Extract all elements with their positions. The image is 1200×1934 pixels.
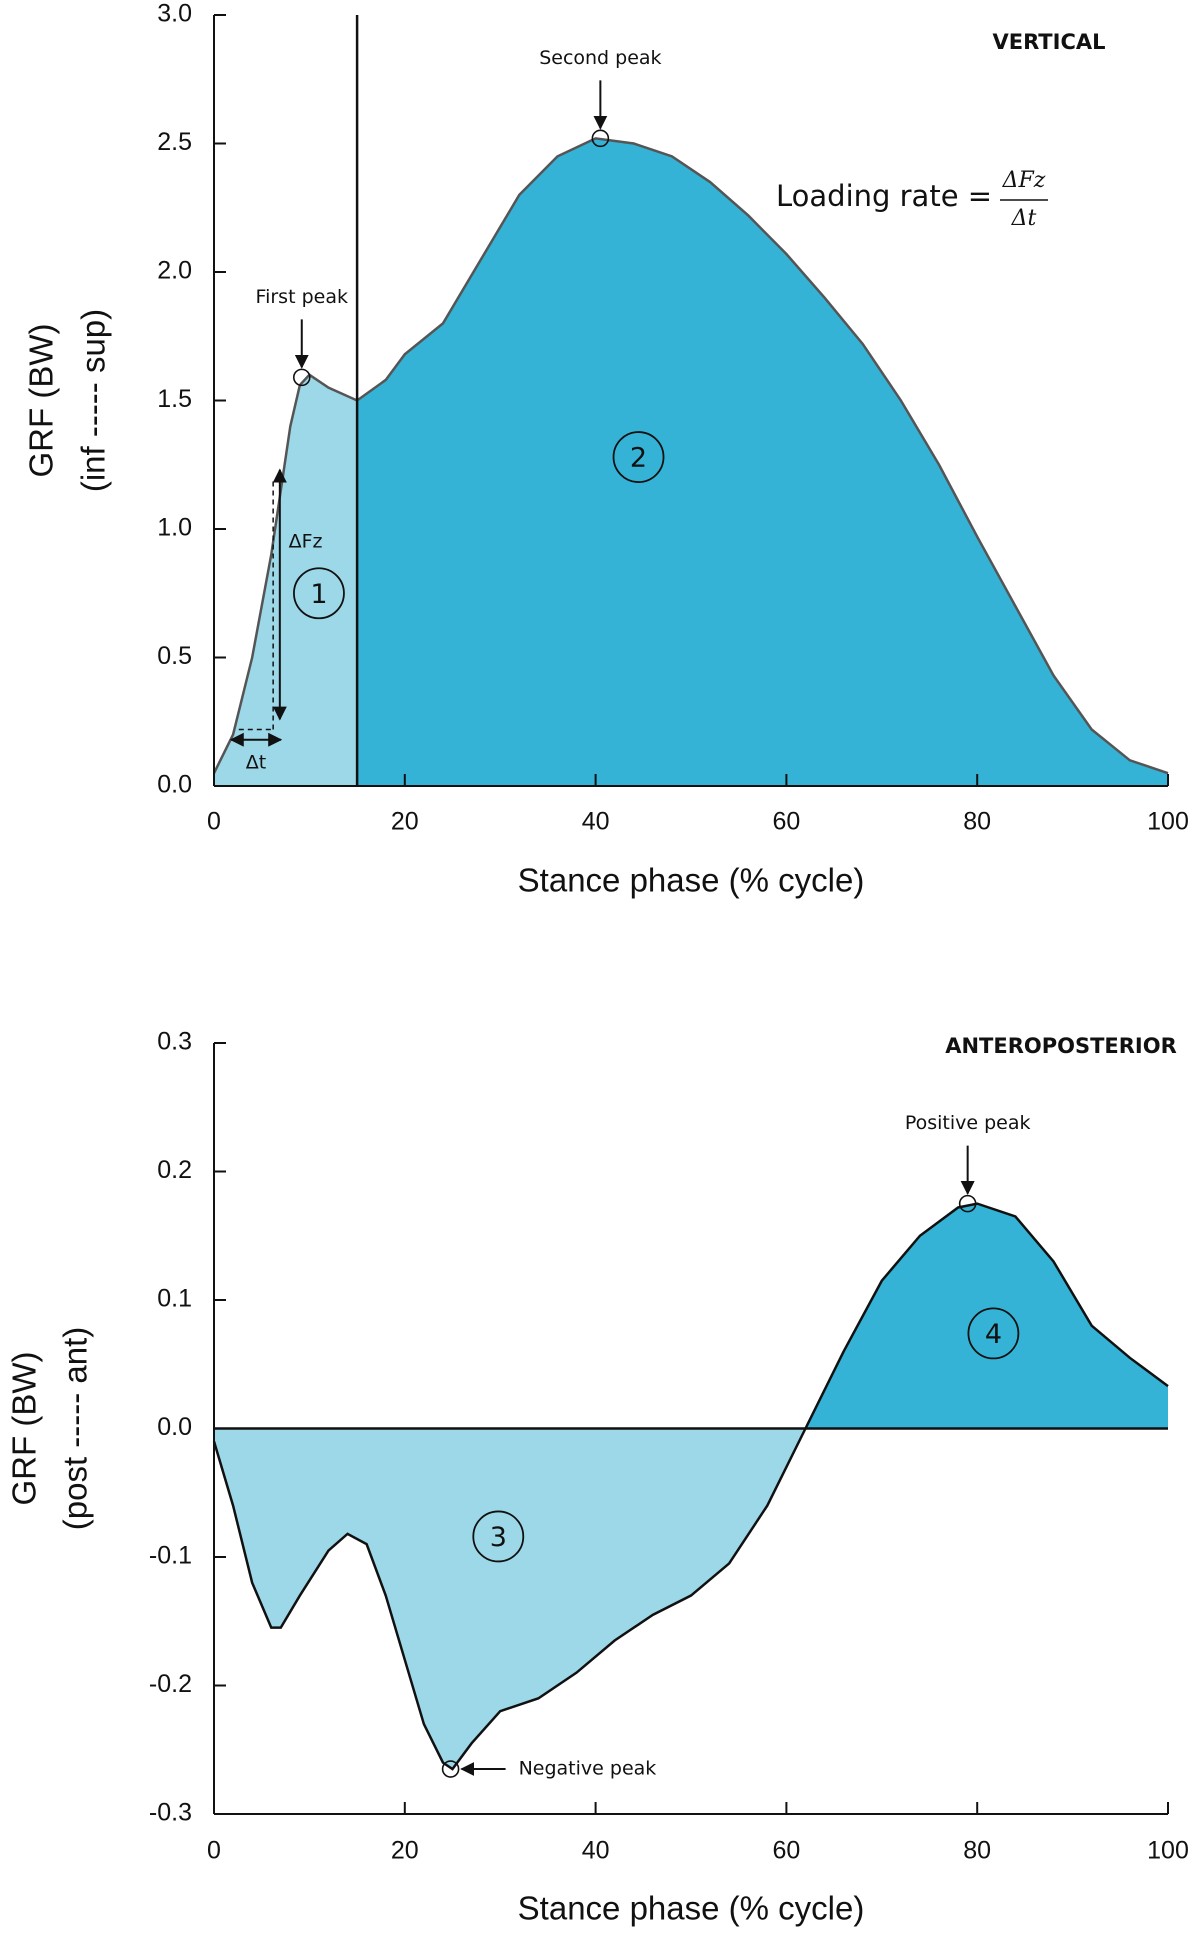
annotation: Negative peak <box>519 1758 657 1780</box>
x-tick-label: 60 <box>772 1837 800 1865</box>
region-label: 3 <box>490 1522 507 1553</box>
region-circle <box>612 431 665 483</box>
x-axis-title: Stance phase (% cycle) <box>518 1890 865 1927</box>
x-tick-label: 40 <box>582 808 610 836</box>
region-circle <box>967 1307 1020 1360</box>
x-tick-label: 20 <box>391 808 419 836</box>
corner-label: ANTEROPOSTERIOR <box>945 1034 1177 1058</box>
delta-label: ΔFz <box>289 530 323 552</box>
region-label: 1 <box>310 579 327 610</box>
y-tick-label: 0.1 <box>157 1285 192 1313</box>
x-tick-label: 80 <box>963 808 991 836</box>
y-axis-title: GRF (BW) <box>6 1352 43 1506</box>
y-tick-label: 1.5 <box>157 385 192 413</box>
y-tick-label: 0.0 <box>157 771 192 799</box>
x-tick-label: 0 <box>207 1837 221 1865</box>
y-tick-label: 2.5 <box>157 128 192 156</box>
y-tick-label: -0.3 <box>149 1799 192 1827</box>
y-axis-title: GRF (BW) <box>23 324 60 478</box>
region-circle <box>293 567 345 620</box>
peak-marker <box>958 1194 977 1213</box>
y-axis-title: (post ----- ant) <box>57 1327 94 1531</box>
annotation: Second peak <box>539 47 661 69</box>
x-tick-label: 60 <box>772 808 800 836</box>
y-tick-label: 1.0 <box>157 514 192 542</box>
peak-marker <box>292 368 311 387</box>
annotation: First peak <box>256 286 348 308</box>
area-fill <box>214 1428 1168 1770</box>
curve <box>212 1202 1169 1771</box>
x-tick-label: 40 <box>582 1837 610 1865</box>
region-circle <box>472 1510 525 1563</box>
y-tick-label: 0.5 <box>157 642 192 670</box>
formula-den: Δt <box>1011 206 1037 231</box>
x-tick-label: 100 <box>1147 808 1189 836</box>
y-axis-title: (inf ----- sup) <box>75 309 112 492</box>
area-fill <box>357 138 1168 786</box>
corner-label: VERTICAL <box>992 30 1105 54</box>
x-tick-label: 0 <box>207 808 221 836</box>
formula: Loading rate = <box>776 179 992 213</box>
area-fill <box>214 1203 1168 1429</box>
x-tick-label: 80 <box>963 1837 991 1865</box>
y-tick-label: 0.3 <box>157 1028 192 1056</box>
y-tick-label: 0.0 <box>157 1413 192 1441</box>
formula-num: ΔFz <box>1002 168 1046 193</box>
region-label: 4 <box>985 1319 1002 1350</box>
x-axis-title: Stance phase (% cycle) <box>518 862 865 899</box>
y-tick-label: 3.0 <box>157 0 192 28</box>
peak-marker <box>441 1760 460 1778</box>
x-tick-label: 20 <box>391 1837 419 1865</box>
y-tick-label: 2.0 <box>157 257 192 285</box>
delta-label: Δt <box>246 751 266 773</box>
y-tick-label: -0.2 <box>149 1670 192 1698</box>
region-label: 2 <box>630 443 647 474</box>
y-tick-label: 0.2 <box>157 1156 192 1184</box>
x-tick-label: 100 <box>1147 1837 1189 1865</box>
annotation: Positive peak <box>905 1112 1031 1134</box>
peak-marker <box>591 129 610 148</box>
y-tick-label: -0.1 <box>149 1542 192 1570</box>
